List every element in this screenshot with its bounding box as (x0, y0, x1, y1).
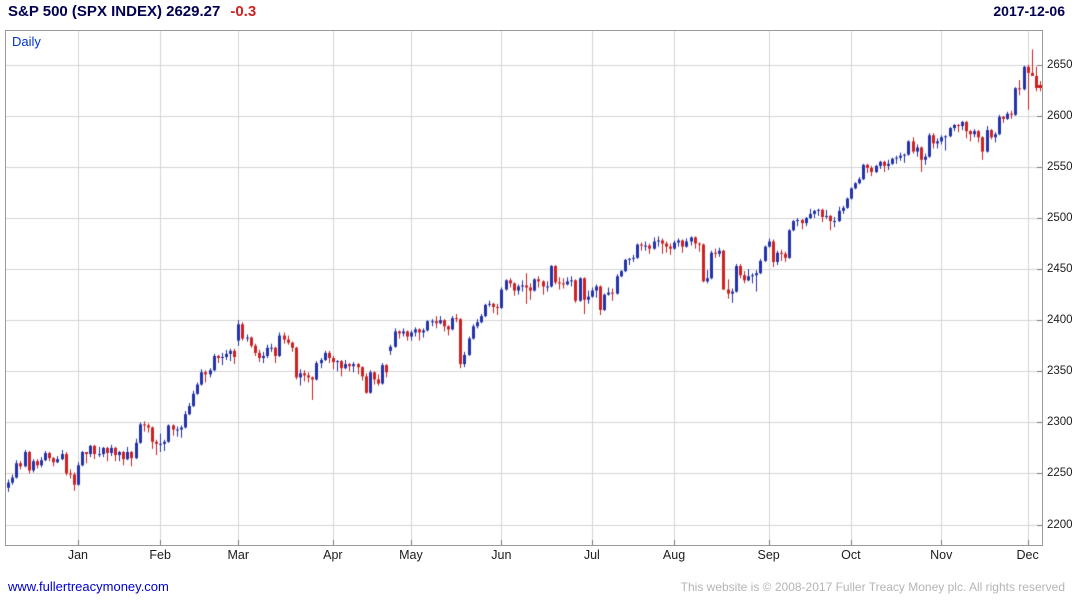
price-change: -0.3 (230, 3, 257, 20)
title-group: S&P 500 (SPX INDEX) 2629.27 -0.3 (8, 3, 256, 21)
x-tick-label: Dec (1016, 548, 1039, 562)
y-tick-label: 2200 (1047, 518, 1073, 531)
x-tick-label: Apr (323, 548, 343, 562)
price-chart-canvas[interactable] (6, 31, 1042, 545)
copyright-text: This website is © 2008-2017 Fuller Treac… (680, 580, 1065, 594)
y-tick-label: 2650 (1047, 58, 1073, 71)
x-tick-label: May (399, 548, 423, 562)
y-axis: 2200 2250 2300 2350 2400 2450 2500 2550 2600 2650 (1047, 30, 1075, 546)
y-tick-label: 2600 (1047, 109, 1073, 122)
x-tick-label: Mar (227, 548, 250, 562)
x-tick-label: Nov (930, 548, 953, 562)
footer-link[interactable]: www.fullertreacymoney.com (8, 579, 169, 594)
x-tick-label: Sep (757, 548, 780, 562)
page-title: S&P 500 (SPX INDEX) 2629.27 (8, 3, 221, 20)
y-tick-label: 2550 (1047, 160, 1073, 173)
y-tick-label: 2450 (1047, 263, 1073, 276)
x-tick-label: Jan (67, 548, 89, 562)
x-tick-label: Oct (841, 548, 861, 562)
x-axis: Jan Feb Mar Apr May Jun Jul Aug Sep Oct Nov Dec (5, 548, 1043, 564)
y-tick-label: 2400 (1047, 314, 1073, 327)
y-tick-label: 2250 (1047, 467, 1073, 480)
timeframe-label: Daily (12, 34, 41, 49)
x-tick-label: Feb (149, 548, 171, 562)
y-tick-label: 2350 (1047, 365, 1073, 378)
x-tick-label: Jun (491, 548, 512, 562)
page-footer: www.fullertreacymoney.com This website i… (8, 579, 1065, 594)
y-tick-label: 2300 (1047, 416, 1073, 429)
chart-header: S&P 500 (SPX INDEX) 2629.27 -0.3 2017-12-… (8, 3, 1065, 21)
x-tick-label: Jul (583, 548, 600, 562)
plot-area: Daily (5, 30, 1043, 546)
y-tick-label: 2500 (1047, 212, 1073, 224)
x-tick-label: Aug (662, 548, 686, 562)
chart-date: 2017-12-06 (993, 3, 1065, 19)
